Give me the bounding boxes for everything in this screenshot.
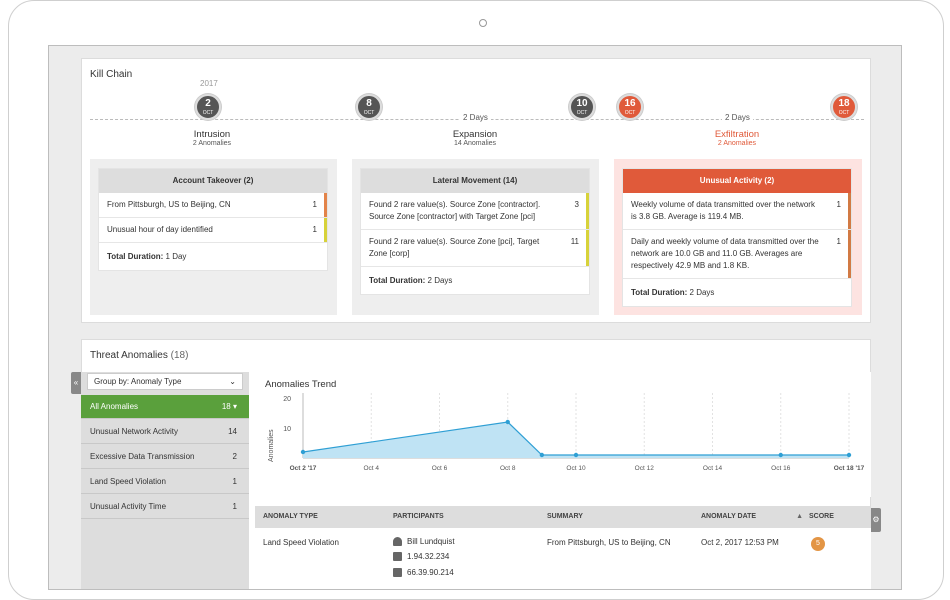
gap-label: 2 Days [722, 113, 753, 122]
timeline-node[interactable]: 8 OCT [356, 94, 382, 120]
card-row[interactable]: Weekly volume of data transmitted over t… [623, 193, 851, 230]
camera-icon [479, 19, 487, 27]
card-row[interactable]: Found 2 rare value(s). Source Zone [cont… [361, 193, 589, 230]
cell-summary: From Pittsburgh, US to Beijing, CN [547, 538, 671, 547]
computer-icon [393, 552, 402, 562]
chevron-down-icon: ⌄ [229, 377, 236, 386]
data-point [505, 419, 510, 425]
total-duration: Total Duration: 2 Days [369, 276, 453, 285]
sidebar-item-land-speed-violation[interactable]: Land Speed Violation 1 [81, 470, 249, 494]
x-tick-label: Oct 4 [363, 465, 379, 472]
threat-anomalies-title: Threat Anomalies (18) [90, 350, 189, 361]
anomaly-card: Account Takeover (2) From Pittsburgh, US… [98, 168, 328, 271]
gap-label: 2 Days [460, 113, 491, 122]
x-tick-label: Oct 12 [635, 465, 655, 472]
data-point [539, 452, 545, 458]
anomaly-card: Lateral Movement (14) Found 2 rare value… [360, 168, 590, 295]
series-line [302, 421, 849, 456]
phase-column: Lateral Movement (14) Found 2 rare value… [352, 159, 599, 315]
column-header[interactable]: ANOMALY TYPE [255, 506, 389, 528]
app-screen: Kill Chain 2017 2 Days 2 Days 2 OCT 8 OCT … [48, 45, 902, 590]
phase-column: Account Takeover (2) From Pittsburgh, US… [90, 159, 337, 315]
phase-column: Unusual Activity (2) Weekly volume of da… [614, 159, 862, 315]
timeline-node[interactable]: 16 OCT [617, 94, 643, 120]
phase-exfiltration[interactable]: Exfiltration 2 Anomalies [714, 129, 760, 147]
y-tick-label: 20 [283, 396, 291, 403]
column-header[interactable]: PARTICIPANTS [389, 506, 544, 528]
x-tick-label: Oct 6 [432, 465, 448, 472]
computer-icon [393, 568, 402, 578]
anomaly-table: ANOMALY TYPE PARTICIPANTS SUMMARY ANOMAL… [255, 506, 871, 589]
timeline-node[interactable]: 2 OCT [195, 94, 221, 120]
x-tick-label: Oct 10 [566, 465, 586, 472]
y-axis-label: Anomalies [268, 429, 275, 462]
anomalies-trend-chart: Anomalies Trend Anomalies 20 10 Oct 2 '17 O… [255, 372, 871, 497]
collapse-sidebar-button[interactable]: « [71, 372, 81, 394]
sidebar-item-unusual-activity-time[interactable]: Unusual Activity Time 1 [81, 495, 249, 519]
chart-title: Anomalies Trend [265, 379, 336, 390]
card-row[interactable]: From Pittsburgh, US to Beijing, CN 1 [99, 193, 327, 218]
user-icon [393, 537, 402, 547]
group-by-select[interactable]: Group by: Anomaly Type ⌄ [87, 373, 243, 390]
x-tick-label: Oct 16 [771, 465, 791, 472]
card-title: Account Takeover (2) [99, 169, 327, 193]
year-label: 2017 [200, 79, 218, 88]
x-tick-label: Oct 18 '17 [834, 465, 865, 472]
timeline-node[interactable]: 10 OCT [569, 94, 595, 120]
cell-anomaly-type[interactable]: Land Speed Violation [263, 538, 339, 547]
sidebar-item-unusual-network-activity[interactable]: Unusual Network Activity 14 [81, 420, 249, 444]
column-header[interactable]: ANOMALY DATE ▲ [699, 506, 807, 528]
data-point [573, 452, 579, 458]
data-point [846, 452, 852, 458]
phase-intrusion[interactable]: Intrusion 2 Anomalies [192, 129, 232, 147]
score-badge: 5 [811, 537, 825, 551]
column-header[interactable]: SCORE [807, 506, 871, 528]
trend-chart-svg: Anomalies Trend Anomalies 20 10 Oct 2 '17 O… [265, 379, 865, 472]
kill-chain-panel: Kill Chain 2017 2 Days 2 Days 2 OCT 8 OCT … [81, 58, 871, 323]
participant[interactable]: 1.94.32.234 [393, 552, 449, 562]
x-tick-label: Oct 14 [703, 465, 723, 472]
x-tick-label: Oct 8 [500, 465, 516, 472]
card-row[interactable]: Daily and weekly volume of data transmit… [623, 230, 851, 279]
data-point [778, 452, 783, 458]
participant[interactable]: 66.39.90.214 [393, 568, 454, 578]
data-point [300, 449, 306, 455]
card-title: Lateral Movement (14) [361, 169, 589, 193]
total-duration: Total Duration: 1 Day [107, 252, 187, 261]
timeline-node[interactable]: 18 OCT [831, 94, 857, 120]
card-row[interactable]: Unusual hour of day identified 1 [99, 218, 327, 243]
kill-chain-title: Kill Chain [90, 69, 133, 80]
y-tick-label: 10 [283, 426, 291, 433]
series-area [303, 422, 849, 458]
sidebar-item-excessive-data-transmission[interactable]: Excessive Data Transmission 2 [81, 445, 249, 469]
phase-expansion[interactable]: Expansion 14 Anomalies [452, 129, 498, 147]
cell-anomaly-date: Oct 2, 2017 12:53 PM [701, 538, 779, 547]
gear-icon[interactable]: ⚙ [871, 508, 881, 532]
total-duration: Total Duration: 2 Days [631, 288, 715, 297]
sort-asc-icon[interactable]: ▲ [796, 513, 803, 520]
sidebar-item-all-anomalies[interactable]: All Anomalies 18 ▾ [81, 395, 249, 419]
anomaly-card: Unusual Activity (2) Weekly volume of da… [622, 168, 852, 307]
column-header[interactable]: SUMMARY [544, 506, 699, 528]
card-title: Unusual Activity (2) [623, 169, 851, 193]
x-tick-label: Oct 2 '17 [290, 465, 317, 472]
participant[interactable]: Bill Lundquist [393, 537, 455, 547]
card-row[interactable]: Found 2 rare value(s). Source Zone [pci]… [361, 230, 589, 267]
